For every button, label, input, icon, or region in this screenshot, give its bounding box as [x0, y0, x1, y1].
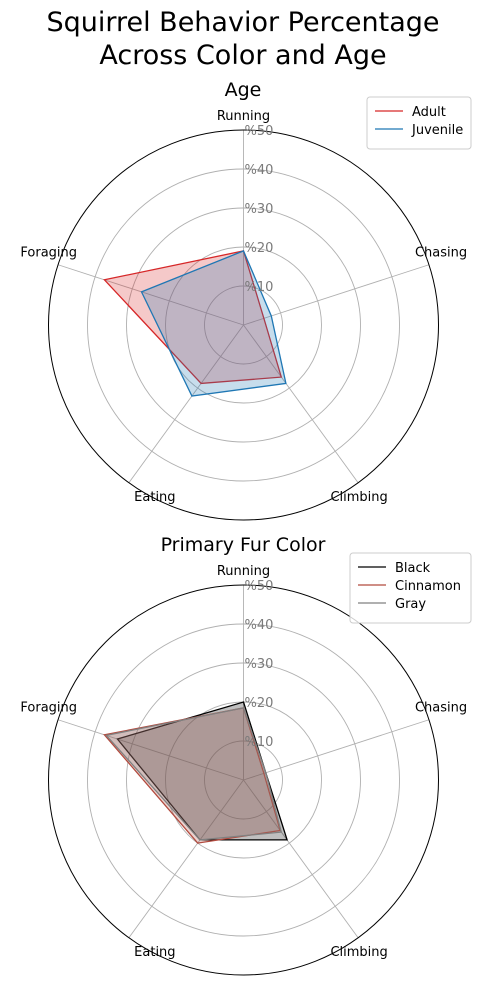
outer-frame: [48, 129, 439, 521]
grid-spoke: [243, 324, 359, 484]
category-label-foraging: Foraging: [20, 246, 77, 261]
legend-label-black: Black: [395, 561, 431, 576]
grid-spoke: [57, 264, 244, 326]
category-label-chasing: Chasing: [415, 246, 467, 261]
series-fill-gray: [106, 707, 282, 840]
series-fill-juvenile: [141, 250, 286, 396]
radar-chart-fur-color: Primary Fur Color %10 %20 %30 %40 %50Running…: [20, 534, 472, 976]
category-label-running: Running: [217, 564, 270, 579]
figure-title-line1: Squirrel Behavior Percentage: [46, 7, 439, 38]
chart-title-age: Age: [225, 79, 262, 101]
legend-label-juvenile: Juvenile: [411, 123, 463, 138]
legend-box: [366, 96, 472, 150]
radial-tick-label: %30: [245, 657, 274, 672]
category-label-running: Running: [217, 109, 270, 124]
series-fill-cinnamon: [104, 707, 281, 844]
radial-tick-label: %20: [245, 696, 274, 711]
legend: Black Cinnamon Gray: [349, 552, 472, 624]
radial-tick-label: %50: [245, 124, 274, 139]
series-line-juvenile: [140, 250, 287, 397]
chart-title-fur-color: Primary Fur Color: [161, 534, 326, 556]
category-label-eating: Eating: [134, 490, 175, 505]
category-label-foraging: Foraging: [20, 701, 77, 716]
radial-tick-label: %10: [245, 280, 274, 295]
legend: Adult Juvenile: [366, 96, 472, 150]
category-label-climbing: Climbing: [330, 945, 387, 960]
legend-label-cinnamon: Cinnamon: [395, 579, 461, 594]
radial-tick-label: %30: [245, 202, 274, 217]
grid-spoke: [128, 324, 244, 484]
series-line-adult: [103, 250, 283, 385]
series-line-gray: [105, 707, 283, 841]
radial-tick-label: %40: [245, 163, 274, 178]
grid-spoke: [128, 779, 244, 939]
category-label-chasing: Chasing: [415, 701, 467, 716]
grid-spoke: [243, 264, 430, 326]
category-label-eating: Eating: [134, 945, 175, 960]
legend-box: [349, 552, 472, 624]
outer-frame: [48, 584, 439, 976]
radial-tick-label: %20: [245, 241, 274, 256]
grid-spoke: [243, 719, 430, 781]
radial-tick-label: %50: [245, 579, 274, 594]
legend-label-gray: Gray: [395, 597, 426, 612]
category-label-climbing: Climbing: [330, 490, 387, 505]
series-fill-adult: [104, 250, 282, 384]
radial-tick-label: %10: [245, 735, 274, 750]
figure-title-line2: Across Color and Age: [99, 40, 386, 71]
legend-label-adult: Adult: [412, 105, 446, 120]
grid-spoke: [57, 719, 244, 781]
grid-spoke: [243, 779, 359, 939]
radial-tick-label: %40: [245, 618, 274, 633]
series-fill-black: [117, 702, 288, 840]
